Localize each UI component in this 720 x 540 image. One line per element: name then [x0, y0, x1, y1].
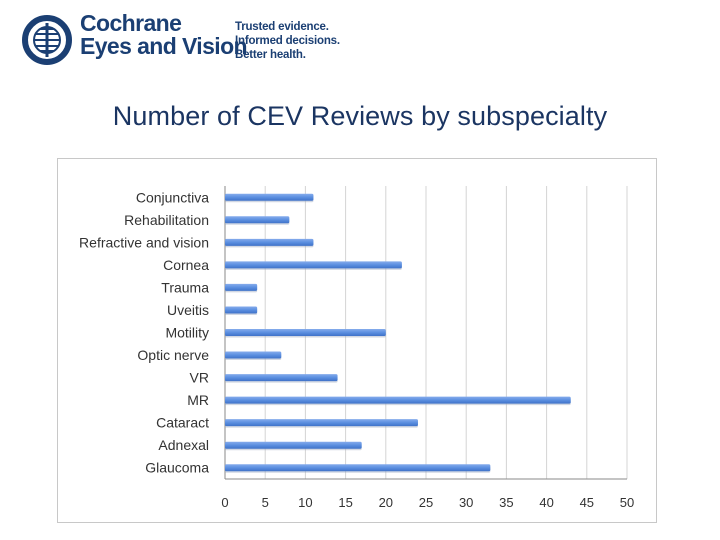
brand-line-1: Cochrane — [80, 10, 182, 36]
header: Cochrane Eyes and Vision Trusted evidenc… — [0, 0, 720, 80]
bar-uveitis — [225, 306, 258, 314]
tagline: Trusted evidence. Informed decisions. Be… — [235, 20, 340, 62]
category-label: Uveitis — [167, 302, 209, 318]
bar-refractive-and-vision — [225, 238, 314, 246]
category-label: Refractive and vision — [79, 234, 209, 250]
tagline-line-2: Informed decisions. — [235, 35, 340, 47]
category-label: Adnexal — [158, 437, 209, 453]
bar-conjunctiva — [225, 193, 314, 201]
category-label: Trauma — [161, 279, 209, 295]
tagline-line-3: Better health. — [235, 49, 306, 61]
category-label: Glaucoma — [145, 460, 209, 476]
category-label: Cataract — [156, 415, 209, 431]
category-label: Optic nerve — [137, 347, 209, 363]
bar-chart: 0 5 10 15 20 25 30 35 40 45 50 Conjunctiva Rehabilit… — [79, 186, 634, 510]
bar-trauma — [225, 283, 258, 291]
category-label: Cornea — [163, 257, 209, 273]
bar-adnexal — [225, 441, 362, 449]
bar-rehabilitation — [225, 216, 290, 224]
x-tick-label: 5 — [262, 495, 269, 510]
x-tick-label: 20 — [379, 495, 393, 510]
category-label: Conjunctiva — [136, 189, 209, 205]
category-label: Motility — [165, 325, 209, 341]
bar-mr — [225, 396, 571, 404]
x-tick-label: 50 — [620, 495, 634, 510]
page-title: Number of CEV Reviews by subspecialty — [112, 101, 608, 131]
tagline-line-1: Trusted evidence. — [235, 21, 329, 33]
bar-motility — [225, 329, 386, 336]
bar-cataract — [225, 419, 418, 427]
bar-cornea — [225, 261, 402, 269]
category-label: VR — [190, 370, 209, 386]
chart-frame: 0 5 10 15 20 25 30 35 40 45 50 Conjunctiva Rehabilit… — [57, 158, 657, 523]
brand-name: Cochrane Eyes and Vision — [80, 10, 248, 59]
x-tick-label: 10 — [298, 495, 312, 510]
x-tick-label: 30 — [459, 495, 473, 510]
bar-glaucoma — [225, 464, 491, 472]
bar-vr — [225, 374, 338, 382]
x-tick-label: 45 — [580, 495, 594, 510]
x-tick-label: 0 — [221, 495, 228, 510]
brand-line-2: Eyes and Vision — [80, 33, 248, 59]
x-tick-label: 15 — [338, 495, 352, 510]
category-label: MR — [187, 392, 209, 408]
x-tick-label: 40 — [539, 495, 553, 510]
cochrane-logo-icon — [22, 15, 72, 65]
x-tick-label: 25 — [419, 495, 433, 510]
x-tick-label: 35 — [499, 495, 513, 510]
bar-optic-nerve — [225, 351, 282, 359]
category-label: Rehabilitation — [124, 212, 209, 228]
